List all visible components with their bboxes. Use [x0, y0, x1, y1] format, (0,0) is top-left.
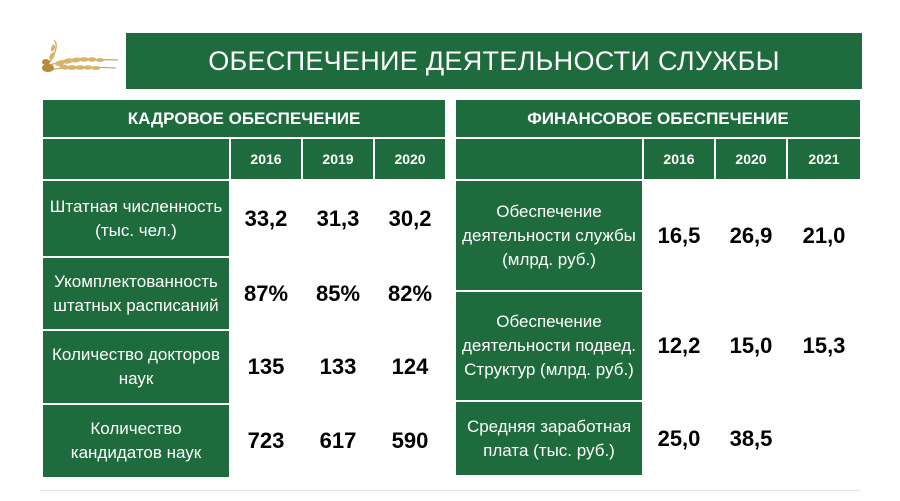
finance-year-header: 2020 — [714, 137, 788, 181]
staff-value-cell: 617 — [301, 403, 375, 479]
staff-value-cell: 85% — [301, 256, 375, 331]
staff-value-cell: 33,2 — [229, 179, 303, 258]
staff-row-label: Количество кандидатов наук — [41, 403, 231, 479]
page-title: ОБЕСПЕЧЕНИЕ ДЕЯТЕЛЬНОСТИ СЛУЖБЫ — [126, 33, 862, 89]
staff-year-header: 2019 — [301, 137, 375, 181]
finance-year-header: 2021 — [785, 137, 863, 181]
finance-value-cell — [785, 400, 863, 477]
staff-table: КАДРОВОЕ ОБЕСПЕЧЕНИЕ 2016 2019 2020 Штат… — [40, 98, 448, 479]
staff-value-cell: 31,3 — [301, 179, 375, 258]
staff-value-cell: 82% — [372, 256, 448, 331]
staff-corner-cell — [41, 137, 231, 181]
staff-value-cell: 124 — [372, 329, 448, 405]
staff-year-header: 2020 — [372, 137, 448, 181]
finance-row-label: Средняя заработная плата (тыс. руб.) — [454, 400, 644, 477]
staff-value-cell: 723 — [229, 403, 303, 479]
staff-year-header: 2016 — [229, 137, 303, 181]
finance-corner-cell — [454, 137, 644, 181]
finance-heading: ФИНАНСОВОЕ ОБЕСПЕЧЕНИЕ — [453, 98, 863, 139]
staff-value-cell: 87% — [229, 256, 303, 331]
finance-value-cell: 21,0 — [785, 179, 863, 292]
finance-table: ФИНАНСОВОЕ ОБЕСПЕЧЕНИЕ 2016 2020 2021 Об… — [453, 98, 863, 477]
finance-row-label: Обеспечение деятельности службы (млрд. р… — [454, 179, 644, 292]
finance-value-cell: 25,0 — [642, 400, 716, 477]
staff-value-cell: 133 — [301, 329, 375, 405]
wheat-logo-icon — [42, 39, 119, 72]
finance-value-cell: 26,9 — [714, 179, 788, 292]
bottom-divider — [40, 490, 860, 491]
staff-value-cell: 30,2 — [372, 179, 448, 258]
staff-row-label: Штатная численность (тыс. чел.) — [41, 179, 231, 258]
finance-year-header: 2016 — [642, 137, 716, 181]
staff-value-cell: 590 — [372, 403, 448, 479]
finance-value-cell: 16,5 — [642, 179, 716, 292]
finance-value-cell: 12,2 — [642, 290, 716, 402]
finance-row-label: Обеспечение деятельности подвед. Структу… — [454, 290, 644, 402]
finance-value-cell: 15,3 — [785, 290, 863, 402]
staff-value-cell: 135 — [229, 329, 303, 405]
finance-value-cell: 38,5 — [714, 400, 788, 477]
finance-value-cell: 15,0 — [714, 290, 788, 402]
staff-row-label: Укомплектованность штатных расписаний — [41, 256, 231, 331]
staff-row-label: Количество докторов наук — [41, 329, 231, 405]
staff-heading: КАДРОВОЕ ОБЕСПЕЧЕНИЕ — [40, 98, 448, 139]
